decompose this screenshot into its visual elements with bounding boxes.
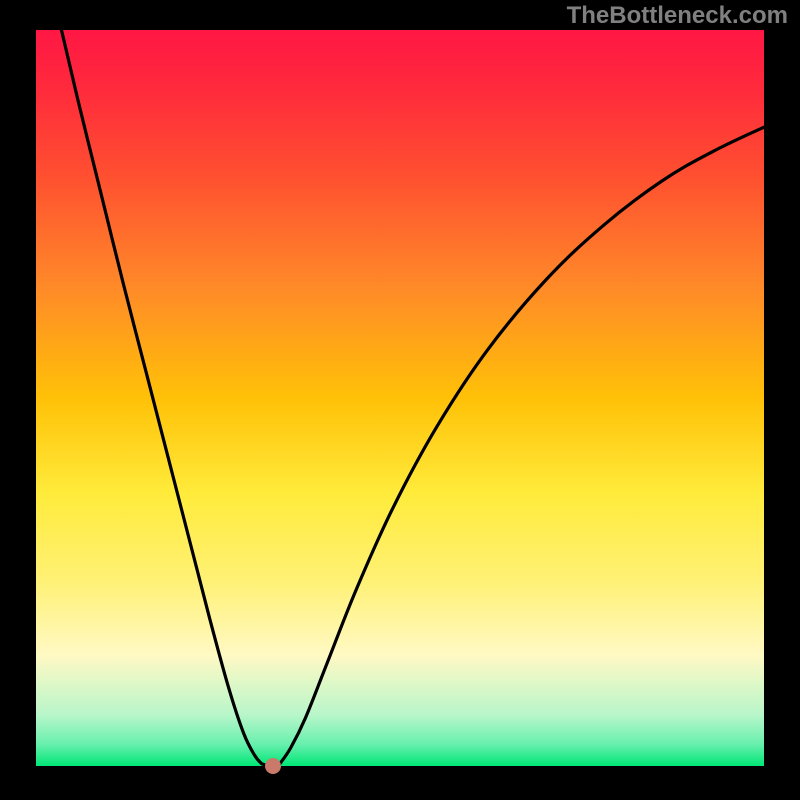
watermark-text: TheBottleneck.com xyxy=(567,2,788,30)
plot-area xyxy=(36,30,764,766)
minimum-marker xyxy=(265,758,281,774)
curve-layer xyxy=(36,30,764,766)
chart-container: TheBottleneck.com xyxy=(0,0,800,800)
curve-left xyxy=(61,30,261,764)
curve-right xyxy=(280,127,764,764)
